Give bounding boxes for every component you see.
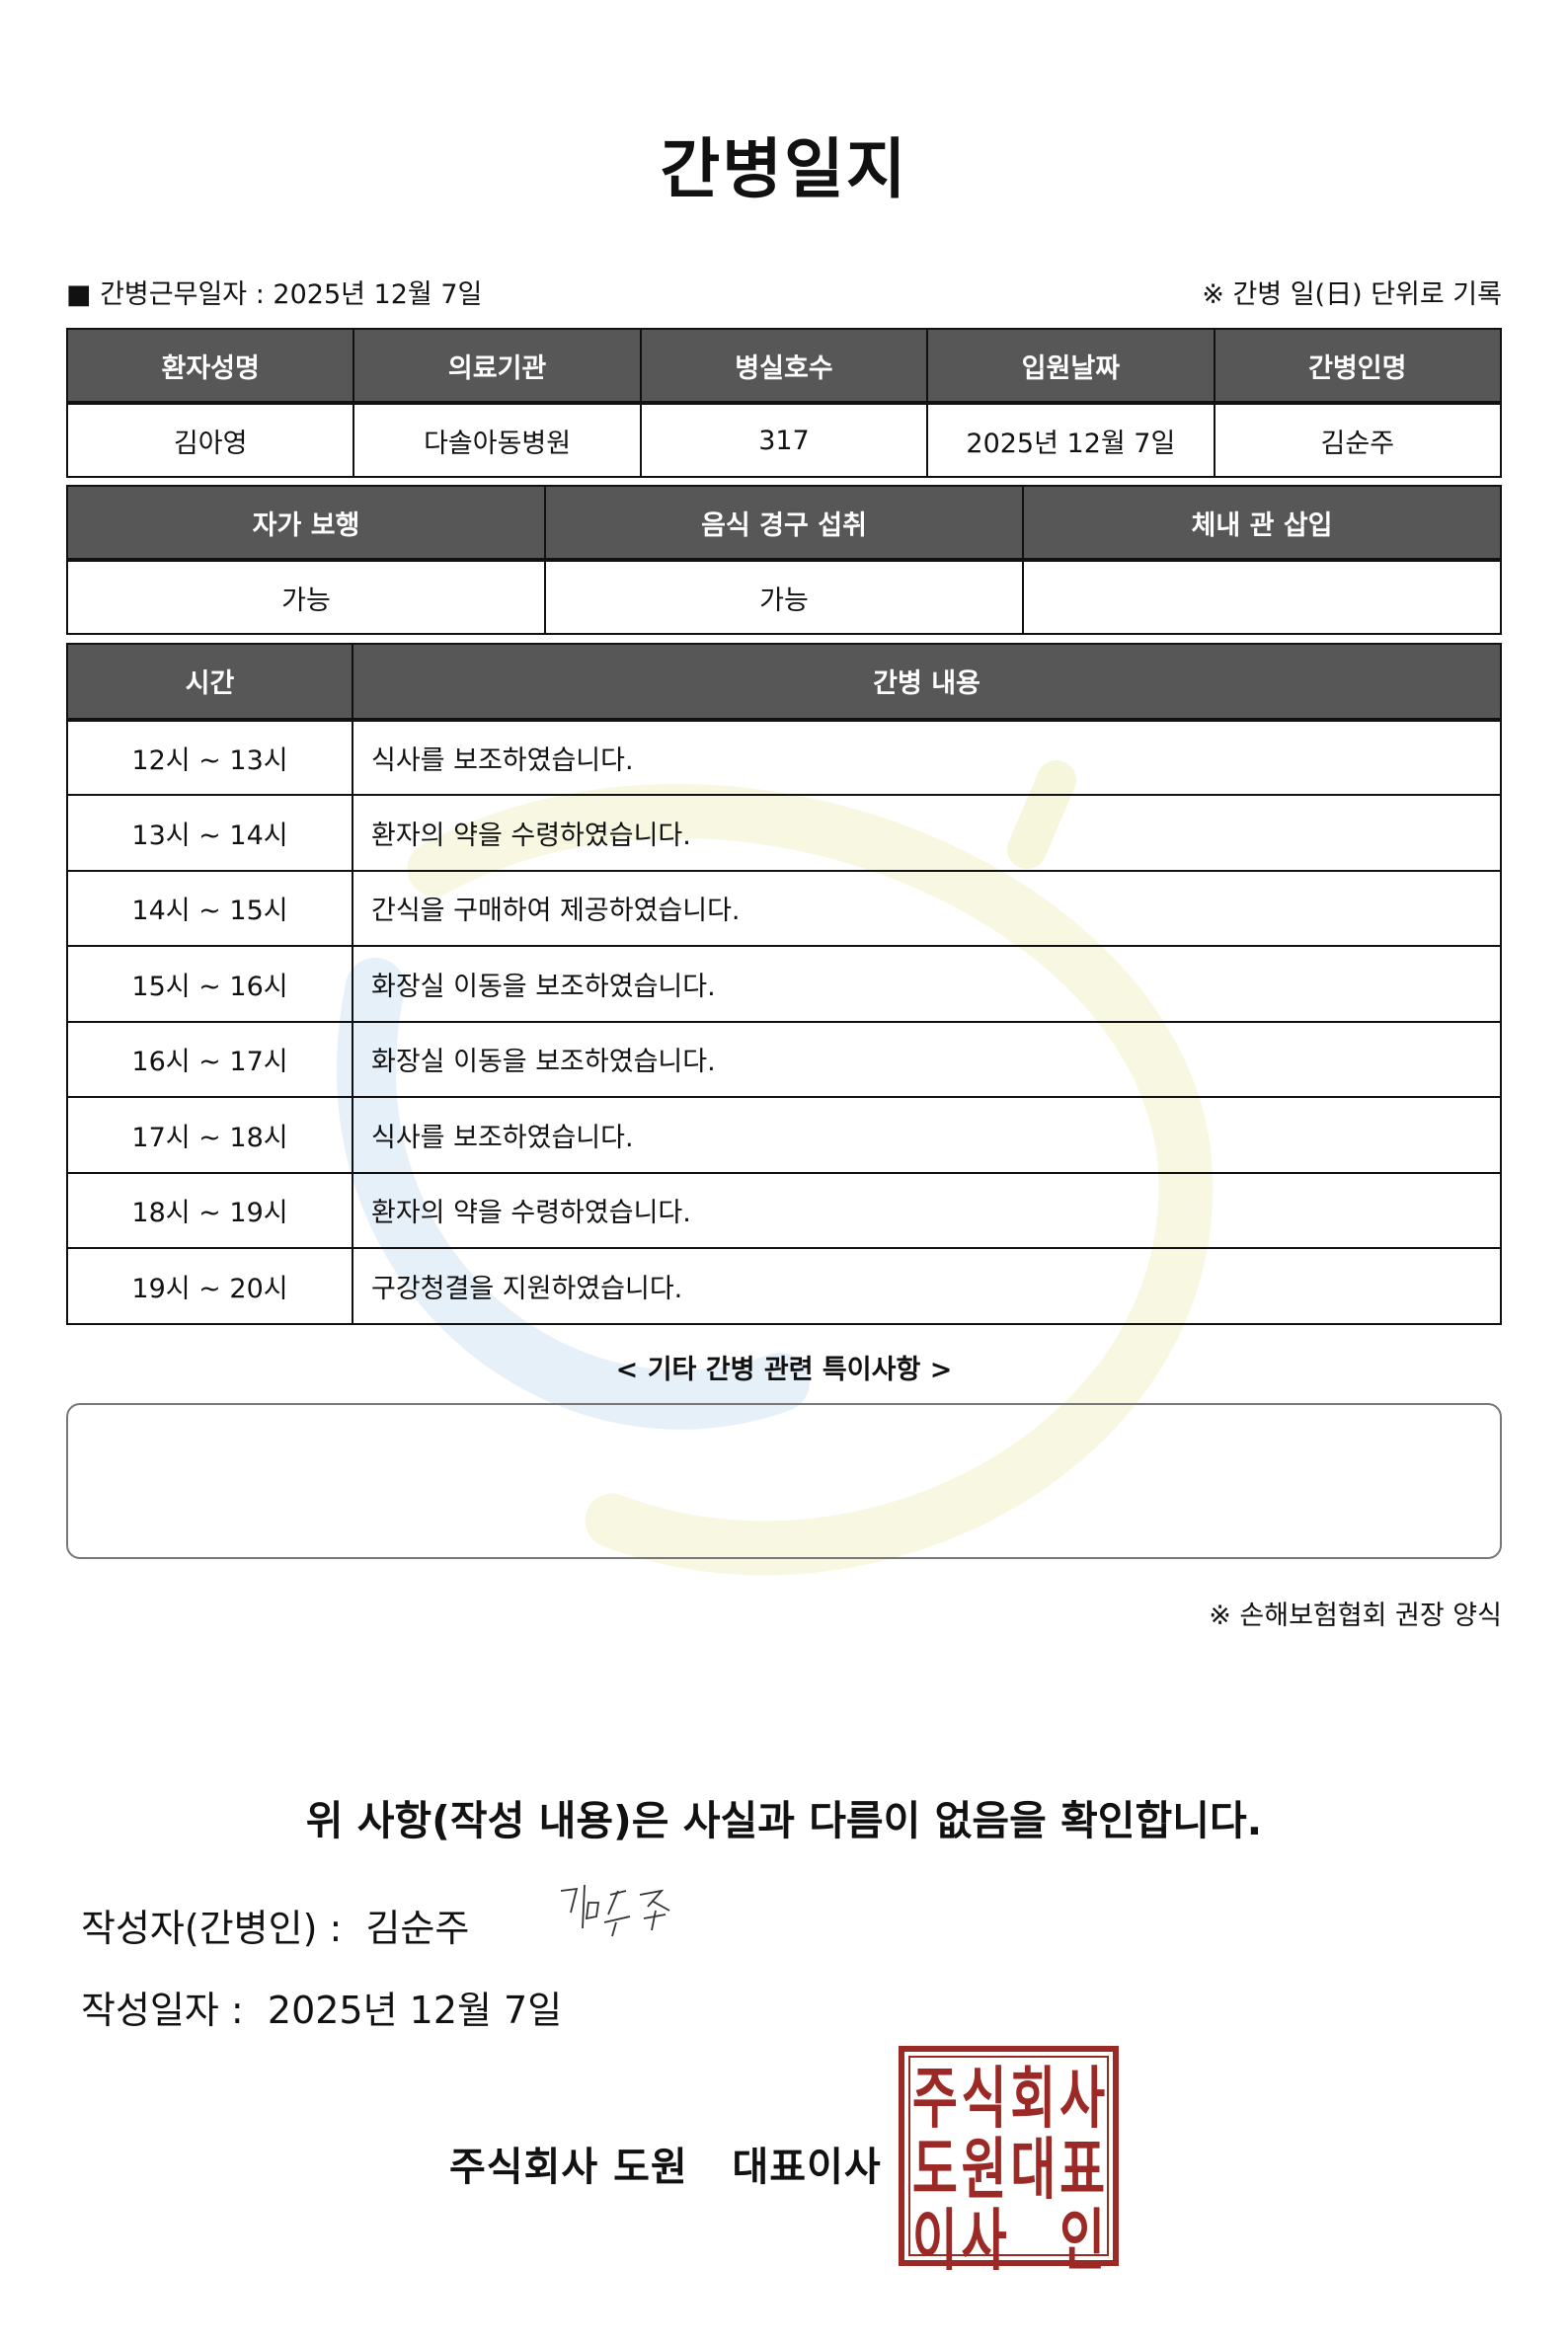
header-cell: 환자성명 [65, 328, 355, 405]
self-walking: 가능 [66, 559, 546, 635]
stamp-char: 식 [961, 2060, 1007, 2138]
stamp-char: 표 [1059, 2131, 1106, 2209]
form-source: ※ 손해보험협회 권장 양식 [1209, 1601, 1502, 1631]
stamp-char: 회 [1010, 2060, 1057, 2138]
care-log-table: 시간 간병 내용 12시 ~ 13시 식사를 보조하였습니다. 13시 ~ 14시 환… [66, 643, 1502, 1325]
written-date-line: 작성일자 : 2025년 12월 7일 [81, 1980, 562, 2034]
stamp-char [1009, 2187, 1058, 2283]
written-date-value: 2025년 12월 7일 [267, 1989, 563, 2032]
stamp-char: 이 [911, 2202, 958, 2280]
writer-line: 작성자(간병인) : 김순주 [81, 1898, 469, 1952]
oral-intake: 가능 [544, 559, 1024, 635]
header-cell: 자가 보행 [66, 485, 546, 562]
handwritten-signature [560, 1884, 670, 1937]
admission-date: 2025년 12월 7일 [926, 402, 1215, 478]
content-cell: 식사를 보조하였습니다. [352, 718, 1502, 796]
stamp-char: 주 [911, 2060, 958, 2138]
table-row: 19시 ~ 20시 구강청결을 지원하였습니다. [66, 1247, 1502, 1325]
time-cell: 13시 ~ 14시 [66, 794, 353, 872]
header-cell: 입원날짜 [926, 328, 1215, 405]
content-cell: 간식을 구매하여 제공하였습니다. [352, 869, 1502, 947]
stamp-char: 인 [1059, 2202, 1106, 2280]
stamp-char: 원 [961, 2131, 1007, 2209]
table-row: 13시 ~ 14시 환자의 약을 수령하였습니다. [66, 794, 1502, 872]
remarks-box [66, 1403, 1502, 1559]
time-cell: 17시 ~ 18시 [66, 1096, 353, 1174]
time-cell: 19시 ~ 20시 [66, 1247, 353, 1325]
time-cell: 12시 ~ 13시 [66, 718, 353, 796]
time-cell: 16시 ~ 17시 [66, 1020, 353, 1098]
table-row: 16시 ~ 17시 화장실 이동을 보조하였습니다. [66, 1020, 1502, 1098]
content-cell: 화장실 이동을 보조하였습니다. [352, 1020, 1502, 1098]
stamp-char: 사 [961, 2202, 1007, 2280]
room-number: 317 [639, 402, 929, 478]
page-title: 간병일지 [660, 131, 908, 207]
confirmation-statement: 위 사항(작성 내용)은 사실과 다름이 없음을 확인합니다. [305, 1797, 1263, 1844]
content-cell: 구강청결을 지원하였습니다. [352, 1247, 1502, 1325]
work-date-value: 2025년 12월 7일 [273, 279, 483, 310]
writer-label: 작성자(간병인) : [81, 1907, 343, 1950]
remarks-label: < 기타 간병 관련 특이사항 > [615, 1355, 953, 1385]
table-row: 18시 ~ 19시 환자의 약을 수령하였습니다. [66, 1171, 1502, 1249]
time-cell: 14시 ~ 15시 [66, 869, 353, 947]
time-cell: 15시 ~ 16시 [66, 945, 353, 1023]
work-date-label: ■ 간병근무일자 : [66, 279, 265, 310]
content-cell: 환자의 약을 수령하였습니다. [352, 794, 1502, 872]
work-date: ■ 간병근무일자 : 2025년 12월 7일 [66, 273, 482, 311]
time-cell: 18시 ~ 19시 [66, 1171, 353, 1249]
table-row: 17시 ~ 18시 식사를 보조하였습니다. [66, 1096, 1502, 1174]
caregiver-name: 김순주 [1213, 402, 1503, 478]
content-cell: 환자의 약을 수령하였습니다. [352, 1171, 1502, 1249]
table-row: 14시 ~ 15시 간식을 구매하여 제공하였습니다. [66, 869, 1502, 947]
patient-name: 김아영 [65, 402, 355, 478]
content-cell: 식사를 보조하였습니다. [352, 1096, 1502, 1174]
content-cell: 화장실 이동을 보조하였습니다. [352, 945, 1502, 1023]
writer-name: 김순주 [365, 1907, 470, 1950]
record-note: ※ 간병 일(日) 단위로 기록 [1202, 279, 1502, 310]
stamp-char: 대 [1010, 2131, 1057, 2209]
header-cell: 의료기관 [353, 328, 642, 405]
hospital: 다솔아동병원 [353, 402, 642, 478]
written-date-label: 작성일자 : [81, 1989, 244, 2032]
header-cell: 간병 내용 [352, 643, 1502, 722]
patient-status-table: 자가 보행 음식 경구 섭취 체내 관 삽입 가능 가능 [66, 485, 1502, 635]
company-signatory: 주식회사 도원 대표이사 [449, 2145, 882, 2190]
patient-info-table: 환자성명 의료기관 병실호수 입원날짜 간병인명 김아영 다솔아동병원 317 2025년 1… [65, 328, 1503, 478]
header-cell: 체내 관 삽입 [1022, 485, 1502, 562]
stamp-char: 도 [911, 2131, 958, 2209]
header-cell: 병실호수 [639, 328, 929, 405]
header-cell: 간병인명 [1213, 328, 1503, 405]
table-row: 12시 ~ 13시 식사를 보조하였습니다. [66, 718, 1502, 796]
table-row: 15시 ~ 16시 화장실 이동을 보조하였습니다. [66, 945, 1502, 1023]
tube-insertion [1022, 559, 1502, 635]
stamp-char: 사 [1059, 2060, 1106, 2138]
header-cell: 음식 경구 섭취 [544, 485, 1024, 562]
header-cell: 시간 [66, 643, 353, 722]
